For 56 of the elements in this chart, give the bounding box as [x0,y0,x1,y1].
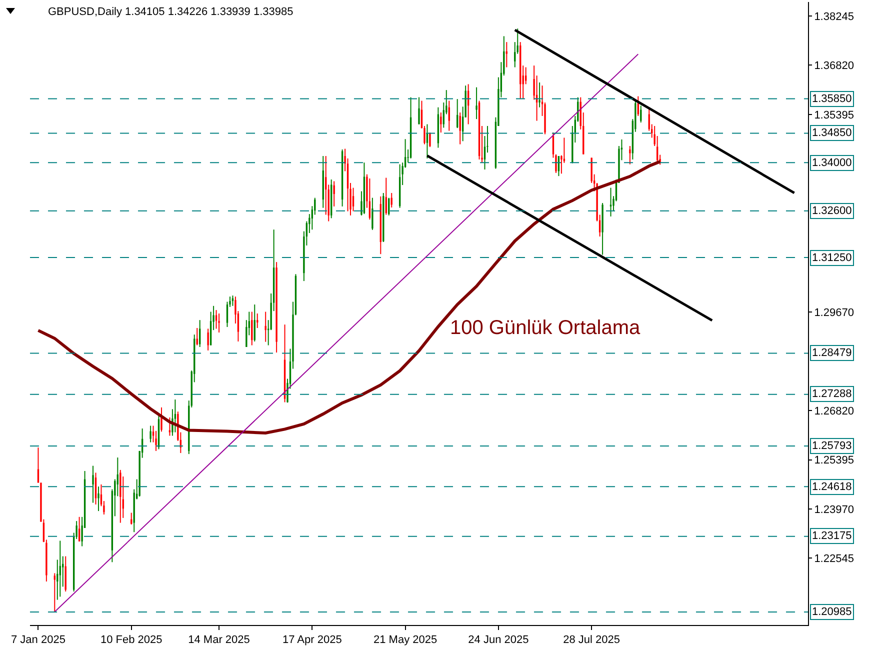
x-tick-label: 24 Jun 2025 [468,634,529,646]
x-tick-label: 17 Apr 2025 [282,634,342,646]
candlestick [207,328,209,351]
candlestick [168,416,171,436]
candlestick [459,112,461,145]
candlestick [218,313,220,333]
ref-line-label: 1.20985 [812,606,852,618]
candlestick [256,313,258,328]
candlestick [333,180,335,207]
candlestick [372,197,374,230]
candlestick [92,465,94,504]
candlestick [506,42,508,68]
candlestick [150,425,152,443]
ref-line-label: 1.35850 [812,93,852,105]
line-series [36,160,662,434]
x-tick-label: 21 May 2025 [373,634,438,646]
ref-line-label: 1.34850 [812,127,852,139]
ref-line-label: 1.28479 [812,347,852,359]
ref-line-label: 1.31250 [812,252,852,264]
x-tick-label: 28 Jul 2025 [563,634,620,646]
candlestick [352,187,354,212]
candlestick [426,124,428,159]
y-tick-label: 1.38245 [814,10,854,23]
y-tick-label: 1.23970 [814,504,854,516]
x-tick-label: 7 Jan 2025 [11,634,66,646]
candlestick [98,486,100,512]
ref-line-label: 1.24618 [812,481,852,493]
candlestick [160,406,162,432]
ref-line-label: 1.25793 [812,440,852,452]
y-tick-label: 1.26820 [814,405,854,418]
candlestick [78,516,80,542]
candlestick [610,187,612,217]
chart-title: GBPUSD,Daily 1.34105 1.34226 1.33939 1.33985 [48,6,294,18]
ref-line-label: 1.23175 [812,530,852,542]
candlestick [59,540,61,598]
candlestick [476,86,478,120]
y-tick-label: 1.29670 [814,306,854,319]
ref-line-label: 1.27288 [812,388,852,400]
candlestick [54,572,56,613]
x-tick-label: 14 Mar 2025 [188,634,250,646]
y-tick-label: 1.35395 [814,109,854,122]
y-tick-label: 1.22545 [814,553,854,566]
ref-line-label: 1.34000 [812,157,852,169]
candlestick [629,146,631,165]
candlestick [538,82,540,108]
candlestick [264,311,266,342]
x-tick-label: 10 Feb 2025 [100,634,162,646]
y-tick-label: 1.36820 [814,60,854,72]
candlestick [174,398,176,433]
annotation: 100 Günlük Ortalama [450,317,641,339]
candlestick [215,310,218,330]
y-tick-label: 1.25395 [814,454,854,467]
candlestick [429,132,431,148]
ref-line-label: 1.32600 [812,205,852,217]
candlestick [440,112,442,134]
candlestick [418,96,420,125]
